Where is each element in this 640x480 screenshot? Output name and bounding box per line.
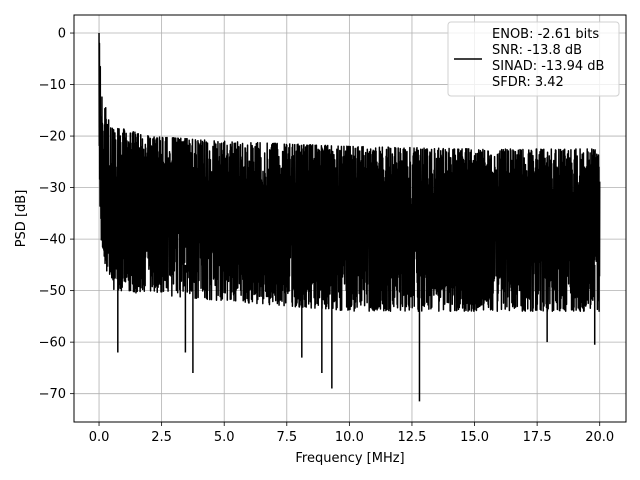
x-tick-label: 15.0 <box>460 430 489 445</box>
axes-frame <box>73 14 627 423</box>
legend-snr: SNR: -13.8 dB <box>492 43 582 58</box>
psd-series-line <box>98 33 601 402</box>
y-tick-label: −60 <box>39 336 66 351</box>
x-axis-label: Frequency [MHz] <box>295 451 404 466</box>
legend: ENOB: -2.61 bits SNR: -13.8 dB SINAD: -1… <box>447 21 620 97</box>
y-tick-label: −10 <box>39 78 66 93</box>
legend-sinad: SINAD: -13.94 dB <box>492 59 604 74</box>
y-axis-ticks: 0 −10 −20 −30 −40 −50 −60 −70 <box>39 27 74 402</box>
legend-box <box>447 21 620 97</box>
x-tick-label: 10.0 <box>335 430 364 445</box>
x-axis-ticks: 0.0 2.5 5.0 7.5 10.0 12.5 15.0 17.5 20.0 <box>89 422 614 445</box>
plot-area <box>98 33 601 402</box>
x-tick-label: 0.0 <box>89 430 110 445</box>
y-axis-label: PSD [dB] <box>14 190 29 248</box>
legend-sfdr: SFDR: 3.42 <box>492 75 564 90</box>
y-tick-label: −30 <box>39 181 66 196</box>
legend-enob: ENOB: -2.61 bits <box>492 27 599 42</box>
y-tick-label: −50 <box>39 284 66 299</box>
y-tick-label: 0 <box>58 27 66 42</box>
x-tick-label: 17.5 <box>523 430 552 445</box>
y-tick-label: −40 <box>39 233 66 248</box>
x-tick-label: 5.0 <box>214 430 235 445</box>
y-tick-label: −20 <box>39 130 66 145</box>
x-tick-label: 2.5 <box>151 430 172 445</box>
y-tick-label: −70 <box>39 387 66 402</box>
x-tick-label: 7.5 <box>276 430 297 445</box>
x-tick-label: 20.0 <box>585 430 614 445</box>
x-tick-label: 12.5 <box>397 430 426 445</box>
